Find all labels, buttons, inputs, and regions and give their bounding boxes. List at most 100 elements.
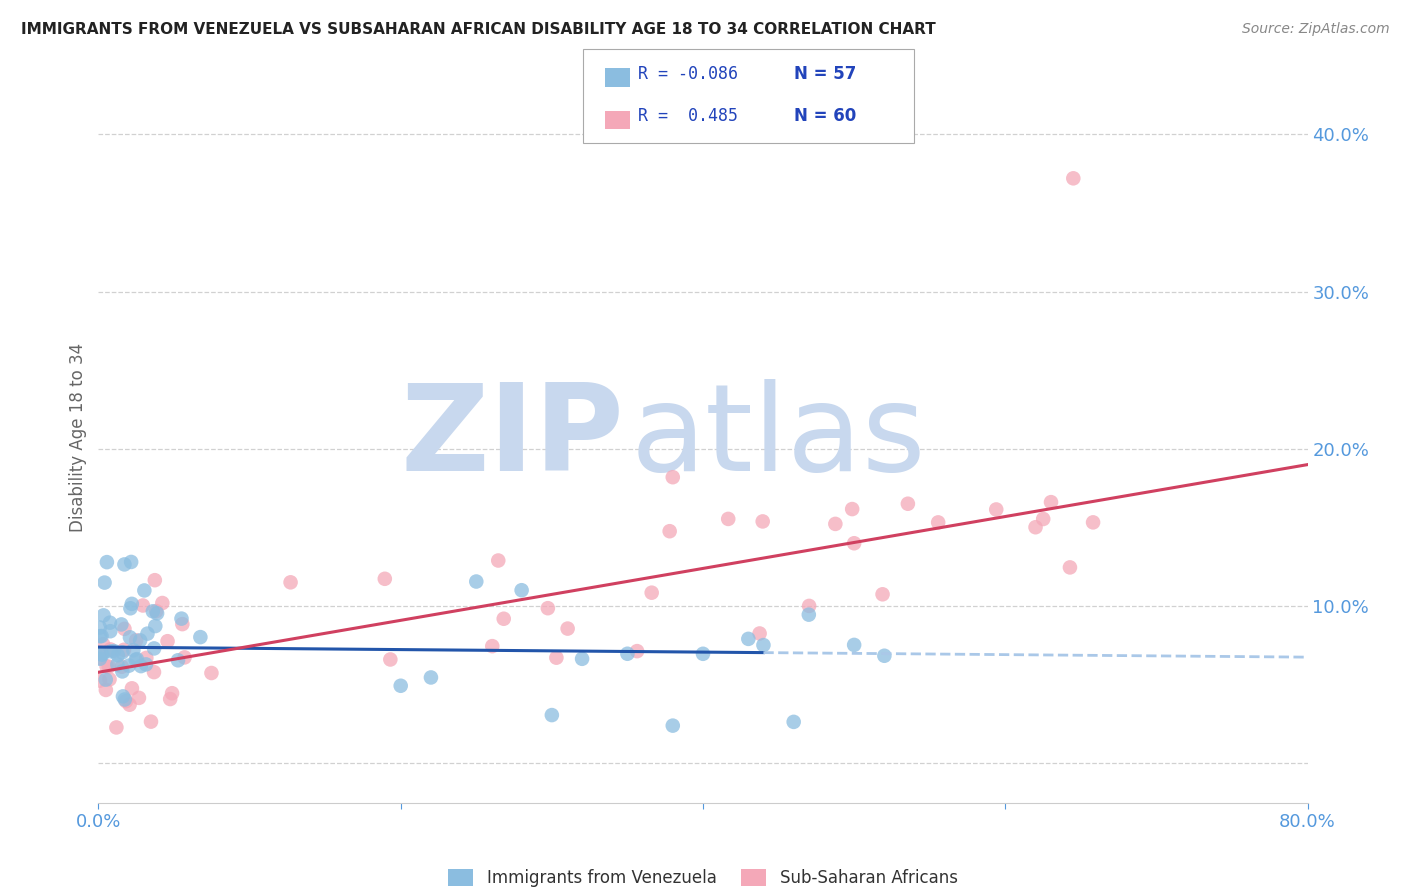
Point — [94, 682, 117, 697]
Point — [173, 650, 195, 665]
Point — [125, 653, 148, 667]
Point — [145, 604, 167, 618]
Point — [1059, 560, 1081, 574]
Point — [170, 612, 193, 626]
Text: N = 57: N = 57 — [794, 64, 856, 83]
Point — [737, 632, 759, 646]
Point — [93, 575, 115, 590]
Point — [540, 708, 562, 723]
Point — [844, 638, 866, 652]
Point — [160, 686, 183, 700]
Point — [748, 626, 770, 640]
Point — [89, 650, 111, 665]
Point — [118, 658, 141, 673]
Point — [717, 512, 740, 526]
Point — [93, 608, 115, 623]
Point — [125, 652, 148, 666]
Point — [380, 652, 402, 666]
Point — [280, 575, 302, 590]
Point — [661, 470, 683, 484]
Text: ZIP: ZIP — [401, 378, 624, 496]
Point — [824, 516, 846, 531]
Text: atlas: atlas — [630, 378, 927, 496]
Point — [537, 601, 560, 615]
Point — [96, 659, 118, 673]
Point — [420, 670, 443, 684]
Point — [150, 596, 173, 610]
Point — [641, 585, 664, 599]
Point — [100, 644, 122, 658]
Point — [897, 497, 920, 511]
Point — [159, 692, 181, 706]
Point — [143, 641, 166, 656]
Point — [1081, 516, 1104, 530]
Point — [107, 648, 129, 663]
Point — [1025, 520, 1047, 534]
Point — [167, 653, 190, 667]
Point — [143, 665, 166, 679]
Point — [97, 659, 120, 673]
Point — [120, 555, 142, 569]
Point — [98, 624, 121, 639]
Point — [143, 573, 166, 587]
Point — [156, 634, 179, 648]
Point — [110, 617, 132, 632]
Point — [139, 714, 162, 729]
Point — [841, 502, 863, 516]
Point — [111, 665, 134, 679]
Point — [118, 630, 141, 644]
Point — [661, 718, 683, 732]
Point — [100, 642, 122, 657]
Point — [111, 690, 134, 704]
Point — [751, 515, 773, 529]
Point — [658, 524, 681, 539]
Point — [752, 638, 775, 652]
Text: R =  0.485: R = 0.485 — [638, 107, 738, 125]
Point — [103, 644, 125, 658]
Text: Source: ZipAtlas.com: Source: ZipAtlas.com — [1241, 22, 1389, 37]
Point — [121, 597, 143, 611]
Point — [783, 714, 806, 729]
Point — [89, 621, 111, 635]
Point — [94, 673, 117, 687]
Point — [571, 652, 593, 666]
Point — [546, 650, 568, 665]
Legend: Immigrants from Venezuela, Sub-Saharan Africans: Immigrants from Venezuela, Sub-Saharan A… — [441, 863, 965, 892]
Point — [135, 657, 157, 672]
Point — [112, 558, 135, 572]
Point — [374, 572, 396, 586]
Point — [797, 607, 820, 622]
Point — [389, 679, 412, 693]
Point — [90, 648, 112, 662]
Point — [557, 622, 579, 636]
Text: IMMIGRANTS FROM VENEZUELA VS SUBSAHARAN AFRICAN DISABILITY AGE 18 TO 34 CORRELAT: IMMIGRANTS FROM VENEZUELA VS SUBSAHARAN … — [21, 22, 936, 37]
Point — [120, 601, 142, 615]
Point — [146, 607, 169, 621]
Point — [132, 599, 155, 613]
Point — [122, 643, 145, 657]
Point — [89, 652, 111, 666]
Point — [873, 648, 896, 663]
Point — [91, 648, 114, 662]
Point — [112, 642, 135, 657]
Point — [616, 647, 638, 661]
Point — [98, 673, 121, 687]
Point — [465, 574, 488, 589]
Text: N = 60: N = 60 — [794, 107, 856, 125]
Point — [118, 698, 141, 712]
Point — [89, 673, 111, 688]
Text: R = -0.086: R = -0.086 — [638, 64, 738, 83]
Point — [481, 639, 503, 653]
Point — [986, 502, 1008, 516]
Point — [172, 617, 194, 632]
Point — [128, 690, 150, 705]
Point — [492, 612, 515, 626]
Point — [486, 553, 509, 567]
Point — [927, 516, 949, 530]
Point — [510, 583, 533, 598]
Point — [125, 633, 148, 648]
Point — [129, 659, 152, 673]
Point — [142, 604, 165, 618]
Point — [190, 630, 212, 644]
Point — [98, 615, 121, 630]
